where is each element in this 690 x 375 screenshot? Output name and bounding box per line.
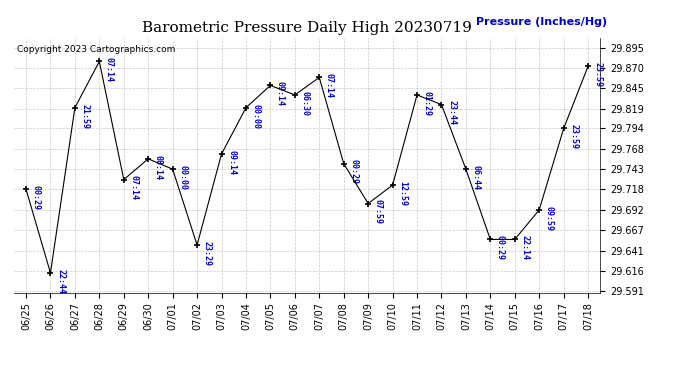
Text: 00:29: 00:29 (32, 185, 41, 210)
Text: 06:44: 06:44 (471, 165, 480, 190)
Text: 07:59: 07:59 (374, 200, 383, 224)
Text: 12:59: 12:59 (398, 181, 407, 206)
Text: 00:00: 00:00 (252, 104, 261, 129)
Text: 06:30: 06:30 (300, 91, 309, 116)
Text: 23:59: 23:59 (593, 62, 602, 87)
Text: 00:29: 00:29 (349, 159, 358, 184)
Text: 00:29: 00:29 (496, 235, 505, 260)
Text: 09:59: 09:59 (545, 206, 554, 231)
Text: 22:14: 22:14 (520, 235, 529, 260)
Text: 09:14: 09:14 (276, 81, 285, 106)
Text: 21:59: 21:59 (81, 104, 90, 129)
Text: 23:29: 23:29 (203, 241, 212, 266)
Text: 08:14: 08:14 (154, 154, 163, 180)
Text: 07:14: 07:14 (129, 176, 138, 200)
Text: 23:59: 23:59 (569, 124, 578, 149)
Text: 22:44: 22:44 (56, 269, 65, 294)
Text: 01:29: 01:29 (422, 91, 431, 116)
Text: 00:00: 00:00 (178, 165, 187, 190)
Text: 07:14: 07:14 (105, 57, 114, 82)
Title: Barometric Pressure Daily High 20230719: Barometric Pressure Daily High 20230719 (142, 21, 472, 35)
Text: Copyright 2023 Cartographics.com: Copyright 2023 Cartographics.com (17, 45, 175, 54)
Text: Pressure (Inches/Hg): Pressure (Inches/Hg) (476, 17, 607, 27)
Text: 23:44: 23:44 (447, 100, 456, 125)
Text: 07:14: 07:14 (325, 73, 334, 98)
Text: 09:14: 09:14 (227, 150, 236, 175)
